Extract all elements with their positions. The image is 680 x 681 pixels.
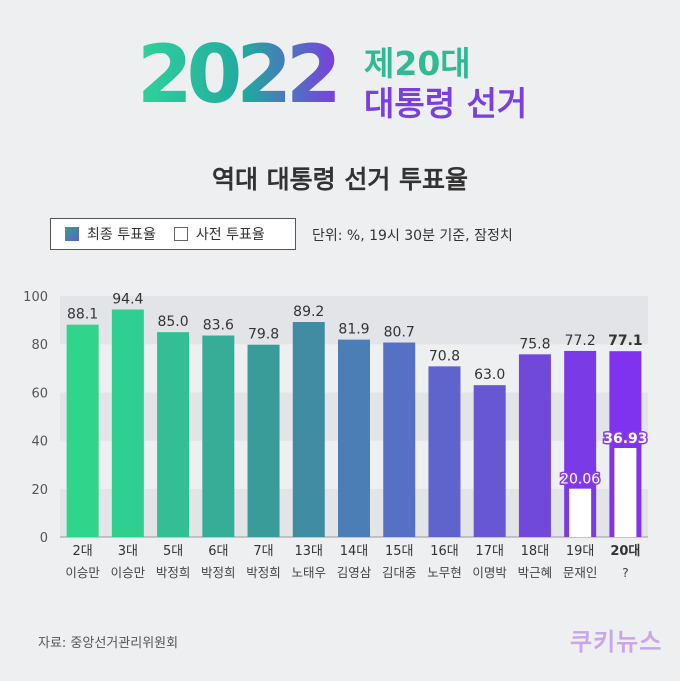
election-line2: 대통령 선거 bbox=[364, 84, 528, 123]
x-sub-label: ? bbox=[622, 565, 629, 580]
legend-final-swatch bbox=[65, 227, 79, 241]
x-sub-label: 박정희 bbox=[201, 565, 236, 580]
source-note: 자료: 중앙선거관리위원회 bbox=[38, 636, 179, 651]
unit-note: 단위: %, 19시 30분 기준, 잠정치 bbox=[312, 228, 513, 244]
bar-final bbox=[518, 354, 551, 537]
year-title: 2022 bbox=[135, 34, 365, 114]
x-tick-label: 5대 bbox=[163, 544, 183, 559]
x-sub-label: 이승만 bbox=[111, 565, 146, 580]
bar-early bbox=[569, 488, 592, 537]
election-line1: 제20대 bbox=[364, 44, 471, 83]
data-label-final: 94.4 bbox=[112, 291, 143, 307]
x-tick-label: 2대 bbox=[72, 544, 92, 559]
bar-final bbox=[428, 366, 461, 537]
y-tick-label: 80 bbox=[31, 338, 48, 353]
bar-final bbox=[202, 335, 235, 537]
bar-early bbox=[614, 447, 637, 537]
data-label-early: 36.93 bbox=[603, 431, 647, 447]
x-tick-label: 13대 bbox=[295, 544, 324, 559]
x-sub-label: 김대중 bbox=[382, 565, 417, 580]
x-tick-label: 7대 bbox=[253, 544, 273, 559]
header: 2022 제20대 대통령 선거 bbox=[0, 0, 680, 150]
legend-final-label: 최종 투표율 bbox=[87, 227, 156, 243]
data-label-final: 85.0 bbox=[157, 314, 188, 330]
legend-early-swatch bbox=[173, 227, 188, 241]
y-tick-label: 60 bbox=[31, 386, 48, 401]
bar-final bbox=[338, 339, 370, 537]
data-label-final: 79.8 bbox=[248, 327, 279, 343]
y-tick-label: 40 bbox=[31, 435, 48, 450]
data-label-final: 80.7 bbox=[384, 325, 415, 341]
data-label-final: 77.2 bbox=[565, 333, 596, 349]
x-sub-label: 노무현 bbox=[427, 565, 462, 580]
bar-final bbox=[292, 322, 325, 537]
x-tick-label: 17대 bbox=[475, 544, 504, 559]
bar-final bbox=[247, 344, 280, 537]
bar-final bbox=[383, 342, 416, 537]
x-tick-label: 6대 bbox=[208, 544, 228, 559]
data-label-early: 20.06 bbox=[560, 472, 600, 488]
data-label-final: 88.1 bbox=[67, 307, 98, 323]
data-label-final: 75.8 bbox=[519, 336, 550, 352]
data-label-final: 70.8 bbox=[429, 348, 460, 364]
x-sub-label: 문재인 bbox=[563, 565, 598, 580]
x-tick-label: 19대 bbox=[566, 544, 595, 559]
chart-legend: 최종 투표율 사전 투표율 bbox=[50, 218, 296, 250]
page-subtitle: 역대 대통령 선거 투표율 bbox=[211, 165, 469, 194]
data-label-final: 89.2 bbox=[293, 304, 324, 320]
x-tick-label: 3대 bbox=[118, 544, 138, 559]
bar-final bbox=[473, 385, 506, 537]
x-sub-label: 이명박 bbox=[472, 565, 507, 580]
legend-final: 최종 투표율 bbox=[65, 224, 156, 244]
data-label-final: 83.6 bbox=[203, 318, 234, 334]
bar-final bbox=[111, 309, 144, 537]
legend-early-label: 사전 투표율 bbox=[195, 227, 265, 243]
year-logo: 2022 bbox=[137, 34, 342, 114]
data-label-final: 63.0 bbox=[474, 367, 505, 383]
bar-final bbox=[157, 332, 190, 537]
y-tick-label: 100 bbox=[23, 290, 48, 305]
publisher-logo: 쿠키뉴스 bbox=[570, 628, 663, 656]
x-sub-label: 이승만 bbox=[65, 565, 100, 580]
x-sub-label: 김영삼 bbox=[337, 565, 372, 580]
x-sub-label: 노태우 bbox=[292, 565, 327, 580]
x-tick-label: 14대 bbox=[340, 544, 369, 559]
x-tick-label: 16대 bbox=[430, 544, 459, 559]
election-title: 제20대 대통령 선거 bbox=[364, 44, 527, 124]
x-tick-label: 18대 bbox=[521, 544, 550, 559]
data-label-final: 77.1 bbox=[608, 333, 643, 349]
legend-early: 사전 투표율 bbox=[173, 224, 265, 244]
y-tick-label: 20 bbox=[31, 483, 48, 498]
data-label-final: 81.9 bbox=[338, 322, 369, 338]
x-sub-label: 박정희 bbox=[156, 565, 191, 580]
x-sub-label: 박정희 bbox=[246, 565, 281, 580]
x-tick-label: 15대 bbox=[385, 544, 414, 559]
x-tick-label: 20대 bbox=[610, 544, 640, 559]
year-text: 2022 bbox=[137, 34, 336, 114]
x-sub-label: 박근혜 bbox=[518, 565, 553, 580]
bar-final bbox=[66, 324, 99, 537]
y-tick-label: 0 bbox=[40, 531, 48, 546]
